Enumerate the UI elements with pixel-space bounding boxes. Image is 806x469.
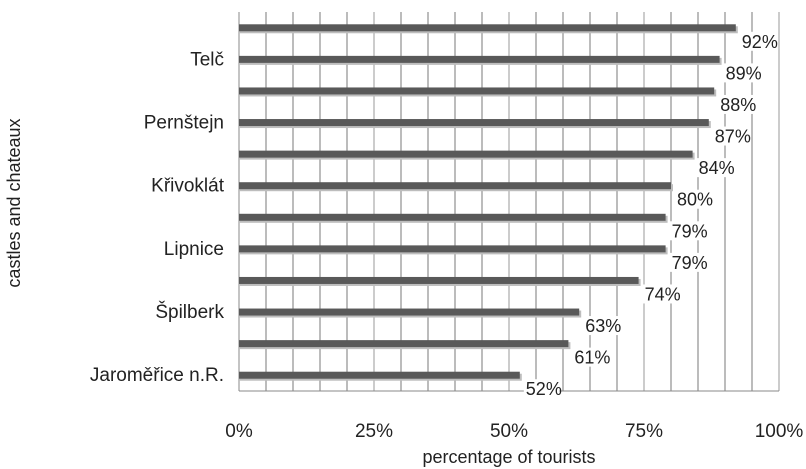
bar xyxy=(239,56,720,63)
data-label: 61% xyxy=(574,348,610,368)
x-tick-labels: 0% 25% 50% 75% 100% xyxy=(225,421,803,442)
data-label: 80% xyxy=(677,190,713,210)
category-labels: Telč Pernštejn Křivoklát Lipnice Špilberk Jar… xyxy=(90,49,225,386)
x-tick-label: 100% xyxy=(755,421,804,442)
bar xyxy=(239,309,579,316)
bar xyxy=(239,24,736,31)
bar xyxy=(239,87,714,94)
x-tick-label: 50% xyxy=(490,421,528,442)
bar xyxy=(239,340,568,347)
category-label: Křivoklát xyxy=(151,176,225,197)
x-tick-label: 25% xyxy=(355,421,393,442)
data-label: 87% xyxy=(715,127,751,147)
y-axis-title: castles and chateaux xyxy=(4,118,24,287)
x-tick-label: 75% xyxy=(625,421,663,442)
bar xyxy=(239,372,520,379)
data-label: 74% xyxy=(645,284,681,304)
bar xyxy=(239,245,666,252)
data-label: 63% xyxy=(585,316,621,336)
data-label: 89% xyxy=(726,63,762,83)
category-label: Pernštejn xyxy=(144,113,224,134)
bars-group xyxy=(239,24,738,380)
data-label: 88% xyxy=(720,95,756,115)
x-tick-label: 0% xyxy=(225,421,253,442)
category-label: Lipnice xyxy=(164,239,224,260)
category-label: Telč xyxy=(190,49,224,70)
bar xyxy=(239,214,666,221)
category-label: Jaroměřice n.R. xyxy=(90,365,224,386)
data-label: 79% xyxy=(672,253,708,273)
data-label: 92% xyxy=(742,32,778,52)
bar xyxy=(239,182,671,189)
x-axis-title: percentage of tourists xyxy=(422,447,595,467)
data-label: 79% xyxy=(672,221,708,241)
bar xyxy=(239,151,693,158)
category-label: Špilberk xyxy=(155,301,224,323)
bar xyxy=(239,119,709,126)
data-label: 52% xyxy=(526,379,562,399)
bar xyxy=(239,277,639,284)
data-label: 84% xyxy=(699,158,735,178)
